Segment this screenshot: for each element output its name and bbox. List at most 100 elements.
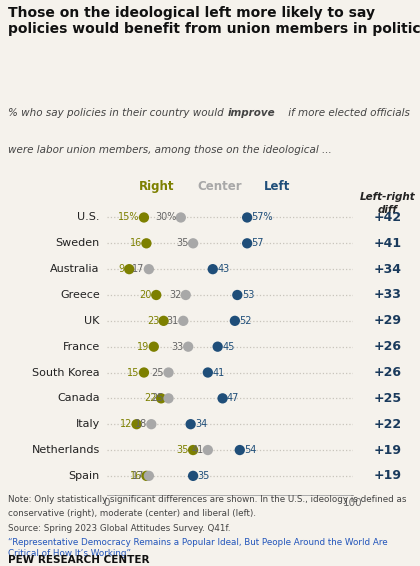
Point [143, 239, 150, 248]
Text: 16: 16 [130, 238, 142, 248]
Text: 53: 53 [242, 290, 254, 300]
Text: 23: 23 [147, 316, 159, 326]
Point [126, 265, 133, 274]
Text: 22: 22 [144, 393, 157, 404]
Text: Note: Only statistically significant differences are shown. In the U.S., ideolog: Note: Only statistically significant dif… [8, 495, 407, 504]
Text: +33: +33 [373, 289, 402, 302]
Point [165, 394, 172, 403]
Point [205, 445, 211, 454]
Point [148, 419, 155, 428]
Text: 15%: 15% [118, 212, 139, 222]
Text: 41: 41 [212, 367, 225, 378]
Point [133, 419, 140, 428]
Text: +26: +26 [373, 340, 402, 353]
Text: 47: 47 [227, 393, 239, 404]
Text: 54: 54 [244, 445, 257, 455]
Text: +19: +19 [373, 444, 402, 457]
Text: 25: 25 [152, 367, 164, 378]
Text: 20: 20 [139, 290, 152, 300]
Point [145, 265, 152, 274]
Text: % who say policies in their country would: % who say policies in their country woul… [8, 108, 227, 118]
Text: Right: Right [139, 181, 174, 193]
Text: 57%: 57% [252, 212, 273, 222]
Point [143, 471, 150, 481]
Text: Left-right
diff: Left-right diff [360, 192, 415, 215]
Text: Sweden: Sweden [55, 238, 100, 248]
Text: 35: 35 [197, 471, 210, 481]
Point [210, 265, 216, 274]
Text: Center: Center [198, 181, 242, 193]
Text: +25: +25 [373, 392, 402, 405]
Point [234, 290, 241, 299]
Text: +26: +26 [373, 366, 402, 379]
Text: France: France [63, 342, 100, 351]
Point [190, 471, 197, 481]
Text: 12: 12 [120, 419, 132, 429]
Point [214, 342, 221, 351]
Text: 18: 18 [135, 419, 147, 429]
Point [236, 445, 243, 454]
Text: 16: 16 [130, 471, 142, 481]
Text: 35: 35 [176, 238, 189, 248]
Point [190, 239, 197, 248]
Text: improve: improve [228, 108, 276, 118]
Point [219, 394, 226, 403]
Text: 33: 33 [171, 342, 184, 351]
Text: 25: 25 [152, 393, 164, 404]
Point [180, 316, 186, 325]
Text: 32: 32 [169, 290, 181, 300]
Point [145, 471, 152, 481]
Text: 45: 45 [222, 342, 234, 351]
Text: 34: 34 [195, 419, 207, 429]
Text: Netherlands: Netherlands [32, 445, 100, 455]
Point [141, 213, 147, 222]
Text: Left: Left [263, 181, 290, 193]
Text: PEW RESEARCH CENTER: PEW RESEARCH CENTER [8, 555, 150, 565]
Point [244, 213, 250, 222]
Text: conservative (right), moderate (center) and liberal (left).: conservative (right), moderate (center) … [8, 509, 256, 518]
Point [150, 342, 157, 351]
Text: Those on the ideological left more likely to say
policies would benefit from uni: Those on the ideological left more likel… [8, 6, 420, 36]
Text: 57: 57 [252, 238, 264, 248]
Text: U.S.: U.S. [77, 212, 100, 222]
Text: 17: 17 [132, 471, 144, 481]
Text: if more elected officials: if more elected officials [285, 108, 410, 118]
Point [160, 316, 167, 325]
Text: Greece: Greece [60, 290, 100, 300]
Point [182, 290, 189, 299]
Text: Australia: Australia [50, 264, 100, 274]
Text: +19: +19 [373, 469, 402, 482]
Point [165, 368, 172, 377]
Point [153, 290, 160, 299]
Text: 15: 15 [127, 367, 139, 378]
Text: +29: +29 [373, 314, 402, 327]
Point [205, 368, 211, 377]
Text: 17: 17 [132, 264, 144, 274]
Text: 19: 19 [137, 342, 150, 351]
Text: “Representative Democracy Remains a Popular Ideal, But People Around the World A: “Representative Democracy Remains a Popu… [8, 538, 388, 558]
Text: 30%: 30% [155, 212, 176, 222]
Text: +34: +34 [373, 263, 402, 276]
Text: Spain: Spain [68, 471, 100, 481]
Point [231, 316, 238, 325]
Point [187, 419, 194, 428]
Text: 41: 41 [191, 445, 203, 455]
Text: South Korea: South Korea [32, 367, 100, 378]
Text: Italy: Italy [76, 419, 100, 429]
Text: 52: 52 [239, 316, 252, 326]
Point [244, 239, 250, 248]
Point [185, 342, 192, 351]
Point [158, 394, 165, 403]
Text: were labor union members, among those on the ideological ...: were labor union members, among those on… [8, 145, 332, 155]
Text: UK: UK [84, 316, 100, 326]
Point [190, 445, 197, 454]
Text: 9: 9 [119, 264, 125, 274]
Text: +22: +22 [373, 418, 402, 431]
Text: 35: 35 [176, 445, 189, 455]
Text: +42: +42 [373, 211, 402, 224]
Text: +41: +41 [373, 237, 402, 250]
Text: Source: Spring 2023 Global Attitudes Survey. Q41f.: Source: Spring 2023 Global Attitudes Sur… [8, 524, 231, 533]
Point [178, 213, 184, 222]
Point [141, 368, 147, 377]
Text: 31: 31 [167, 316, 179, 326]
